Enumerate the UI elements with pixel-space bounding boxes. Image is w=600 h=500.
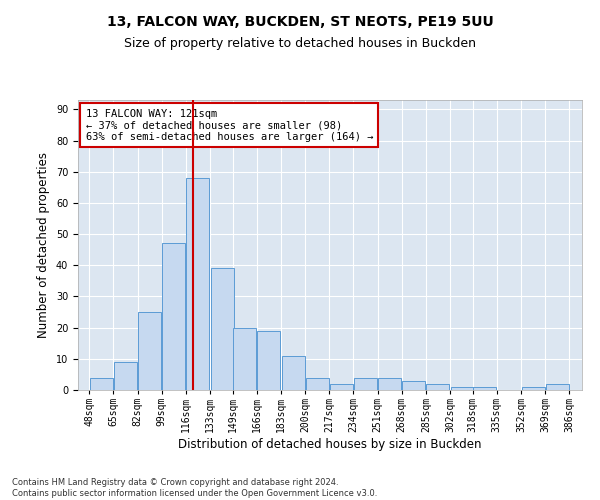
Text: 13 FALCON WAY: 121sqm
← 37% of detached houses are smaller (98)
63% of semi-deta: 13 FALCON WAY: 121sqm ← 37% of detached … [86,108,373,142]
X-axis label: Distribution of detached houses by size in Buckden: Distribution of detached houses by size … [178,438,482,451]
Bar [233,328,256,390]
Bar [306,378,329,390]
Bar [521,387,545,390]
Text: 13, FALCON WAY, BUCKDEN, ST NEOTS, PE19 5UU: 13, FALCON WAY, BUCKDEN, ST NEOTS, PE19 … [107,15,493,29]
Bar [211,268,233,390]
Bar [330,384,353,390]
Bar [473,387,496,390]
Bar [281,356,305,390]
Y-axis label: Number of detached properties: Number of detached properties [37,152,50,338]
Bar [427,384,449,390]
Bar [163,244,185,390]
Text: Contains HM Land Registry data © Crown copyright and database right 2024.
Contai: Contains HM Land Registry data © Crown c… [12,478,377,498]
Bar [90,378,113,390]
Text: Size of property relative to detached houses in Buckden: Size of property relative to detached ho… [124,38,476,51]
Bar [402,380,425,390]
Bar [378,378,401,390]
Bar [451,387,473,390]
Bar [114,362,137,390]
Bar [257,331,280,390]
Bar [545,384,569,390]
Bar [138,312,161,390]
Bar [187,178,209,390]
Bar [354,378,377,390]
